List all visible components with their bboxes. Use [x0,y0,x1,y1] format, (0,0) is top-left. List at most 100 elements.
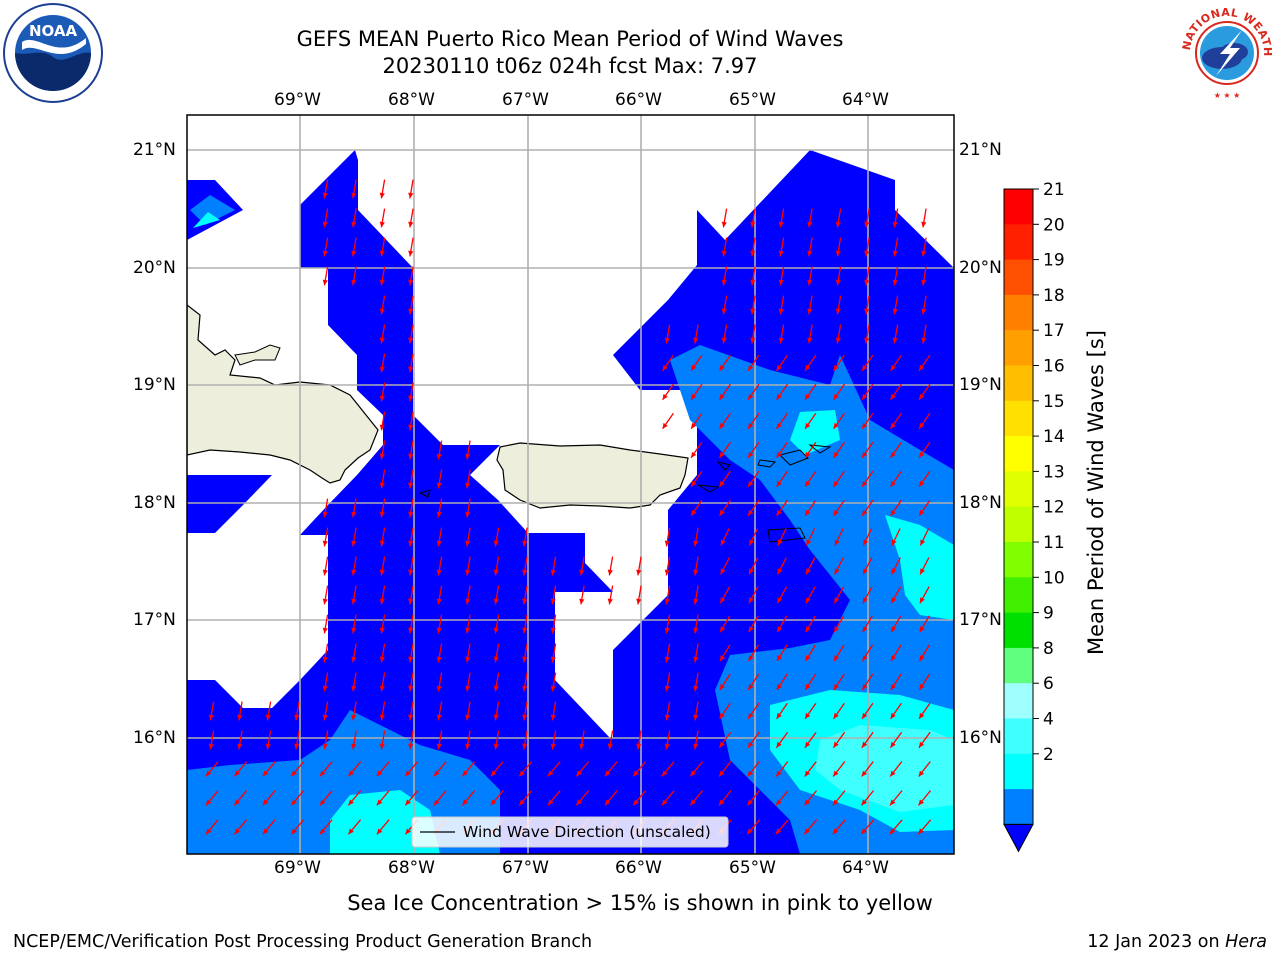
direction-arrowhead [890,480,896,487]
direction-arrowhead [862,684,868,690]
direction-arrowhead [890,799,896,806]
direction-arrowhead [379,511,385,518]
direction-arrowhead [379,656,385,663]
direction-arrowhead [891,597,897,604]
direction-arrowhead [579,569,585,576]
direction-arrowhead [864,337,870,344]
direction-arrowhead [747,828,753,835]
colorbar-segment [1004,577,1033,614]
colorbar-tick-label: 16 [1043,357,1065,377]
direction-arrowhead [693,540,699,547]
direction-arrowhead [319,799,326,806]
footer-date-text: 12 Jan 2023 on [1087,932,1226,952]
direction-arrowhead [833,451,839,458]
direction-arrowhead [806,539,812,546]
direction-arrowhead [719,712,725,719]
noaa-logo-text: NOAA [29,22,78,40]
direction-arrowhead [864,221,870,228]
svg-text:★ ★ ★: ★ ★ ★ [1214,91,1241,100]
footer-date: 12 Jan 2023 on Hera [1087,932,1267,952]
direction-arrowhead [833,799,839,806]
chart-subtitle: 20230110 t06z 024h fcst Max: 7.97 [382,54,758,78]
direction-arrowhead [776,422,782,429]
colorbar-tick-label: 9 [1043,604,1054,624]
colorbar-tick-label: 15 [1043,392,1065,412]
direction-arrowhead [579,743,585,750]
legend-label: Wind Wave Direction (unscaled) [463,823,711,841]
direction-arrowhead [919,712,925,719]
map-frame [186,114,955,855]
direction-arrowhead [636,569,642,576]
direction-arrowhead [408,627,414,634]
direction-arrowhead [719,741,725,748]
direction-arrowhead [862,712,868,719]
direction-arrowhead [693,656,699,663]
direction-arrowhead [519,799,525,806]
footer-credit: NCEP/EMC/Verification Post Processing Pr… [13,932,593,952]
direction-arrowhead [805,451,811,458]
lon-label: 68°W [388,90,435,110]
direction-arrowhead [550,685,556,692]
direction-arrowhead [918,799,924,806]
direction-arrowhead [805,597,811,604]
direction-arrowhead [919,626,925,633]
direction-arrowhead [748,684,754,690]
direction-arrowhead [664,598,670,605]
direction-arrowhead [379,685,385,692]
colorbar-tick-label: 20 [1043,215,1065,235]
direction-arrowhead [376,770,383,777]
direction-arrowhead [890,393,896,400]
direction-arrowhead [408,192,414,199]
direction-arrowhead [863,539,869,546]
direction-arrowhead [807,279,813,286]
direction-arrowhead [750,308,756,315]
direction-arrowhead [834,626,840,633]
direction-arrowhead [550,627,556,634]
direction-arrowhead [319,770,326,777]
direction-arrowhead [918,828,924,835]
direction-arrowhead [465,482,471,489]
direction-arrowhead [550,743,556,750]
direction-arrowhead [265,743,271,750]
colorbar-segment [1004,753,1033,790]
direction-arrowhead [835,221,841,228]
direction-arrowhead [436,743,442,750]
direction-arrowhead [919,422,925,429]
colorbar-segment [1004,718,1033,755]
direction-arrowhead [748,422,754,429]
direction-arrowhead [319,828,326,835]
direction-arrowhead [721,337,727,344]
direction-arrowhead [522,743,528,750]
direction-arrowhead [664,569,670,576]
direction-arrowhead [376,799,383,806]
direction-arrowhead [747,770,754,777]
direction-arrowhead [322,743,328,750]
footer-machine: Hera [1225,932,1267,952]
direction-arrowhead [493,656,499,663]
colorbar-segment [1004,789,1033,825]
direction-arrowhead [833,480,839,487]
colorbar-tick-label: 17 [1043,321,1065,341]
direction-arrowhead [748,451,754,458]
direction-arrowhead [379,453,385,460]
direction-arrowhead [351,743,357,750]
direction-arrowhead [490,770,497,777]
direction-arrowhead [636,743,642,750]
direction-arrowhead [805,364,811,371]
direction-arrowhead [690,770,696,777]
direction-arrowhead [408,511,414,518]
direction-arrowhead [691,393,697,400]
direction-arrowhead [408,250,414,257]
direction-arrowhead [693,337,699,344]
direction-arrowhead [465,743,471,750]
direction-arrowhead [862,509,868,516]
direction-arrowhead [833,509,839,516]
direction-arrowhead [294,714,300,721]
direction-arrowhead [493,540,499,547]
direction-arrowhead [833,741,839,748]
lat-label: 19°N [133,375,176,395]
direction-arrowhead [719,451,725,458]
direction-arrowhead [493,714,499,721]
direction-arrowhead [465,453,471,460]
direction-arrowhead [693,627,699,634]
